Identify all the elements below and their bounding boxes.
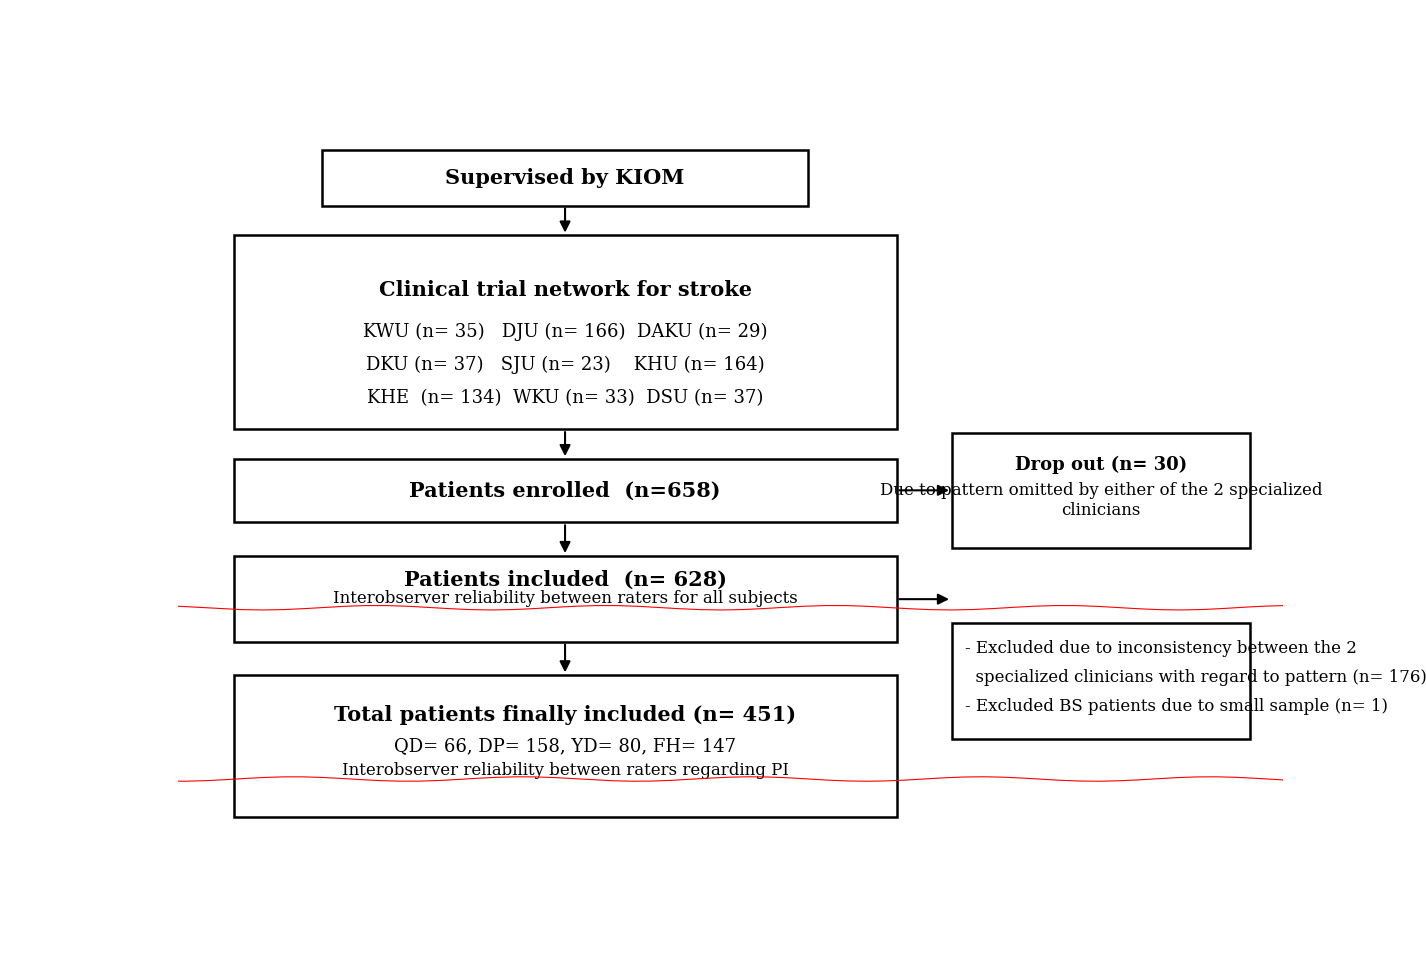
Text: Total patients finally included (n= 451): Total patients finally included (n= 451) bbox=[334, 705, 796, 725]
FancyBboxPatch shape bbox=[234, 556, 897, 642]
Text: KHE  (n= 134)  WKU (n= 33)  DSU (n= 37): KHE (n= 134) WKU (n= 33) DSU (n= 37) bbox=[366, 389, 763, 408]
Text: Patients included  (n= 628): Patients included (n= 628) bbox=[404, 570, 727, 590]
Text: Drop out (n= 30): Drop out (n= 30) bbox=[1015, 456, 1188, 474]
FancyBboxPatch shape bbox=[953, 433, 1251, 549]
Text: Supervised by KIOM: Supervised by KIOM bbox=[445, 167, 684, 188]
Text: DKU (n= 37)   SJU (n= 23)    KHU (n= 164): DKU (n= 37) SJU (n= 23) KHU (n= 164) bbox=[365, 356, 764, 375]
Text: clinicians: clinicians bbox=[1061, 501, 1141, 519]
FancyBboxPatch shape bbox=[234, 235, 897, 429]
Text: Interobserver reliability between raters for all subjects: Interobserver reliability between raters… bbox=[332, 590, 797, 607]
Text: specialized clinicians with regard to pattern (n= 176): specialized clinicians with regard to pa… bbox=[965, 669, 1426, 685]
Text: Due to pattern omitted by either of the 2 specialized: Due to pattern omitted by either of the … bbox=[880, 482, 1322, 499]
Text: QD= 66, DP= 158, YD= 80, FH= 147: QD= 66, DP= 158, YD= 80, FH= 147 bbox=[394, 737, 736, 755]
Text: KWU (n= 35)   DJU (n= 166)  DAKU (n= 29): KWU (n= 35) DJU (n= 166) DAKU (n= 29) bbox=[362, 323, 767, 342]
Text: Interobserver reliability between raters regarding PI: Interobserver reliability between raters… bbox=[342, 762, 789, 778]
Text: - Excluded due to inconsistency between the 2: - Excluded due to inconsistency between … bbox=[965, 640, 1358, 657]
FancyBboxPatch shape bbox=[234, 676, 897, 817]
FancyBboxPatch shape bbox=[953, 623, 1251, 739]
Text: Clinical trial network for stroke: Clinical trial network for stroke bbox=[378, 280, 752, 300]
Text: Patients enrolled  (n=658): Patients enrolled (n=658) bbox=[409, 481, 720, 500]
Text: - Excluded BS patients due to small sample (n= 1): - Excluded BS patients due to small samp… bbox=[965, 698, 1387, 714]
FancyBboxPatch shape bbox=[322, 150, 809, 205]
FancyBboxPatch shape bbox=[234, 459, 897, 523]
